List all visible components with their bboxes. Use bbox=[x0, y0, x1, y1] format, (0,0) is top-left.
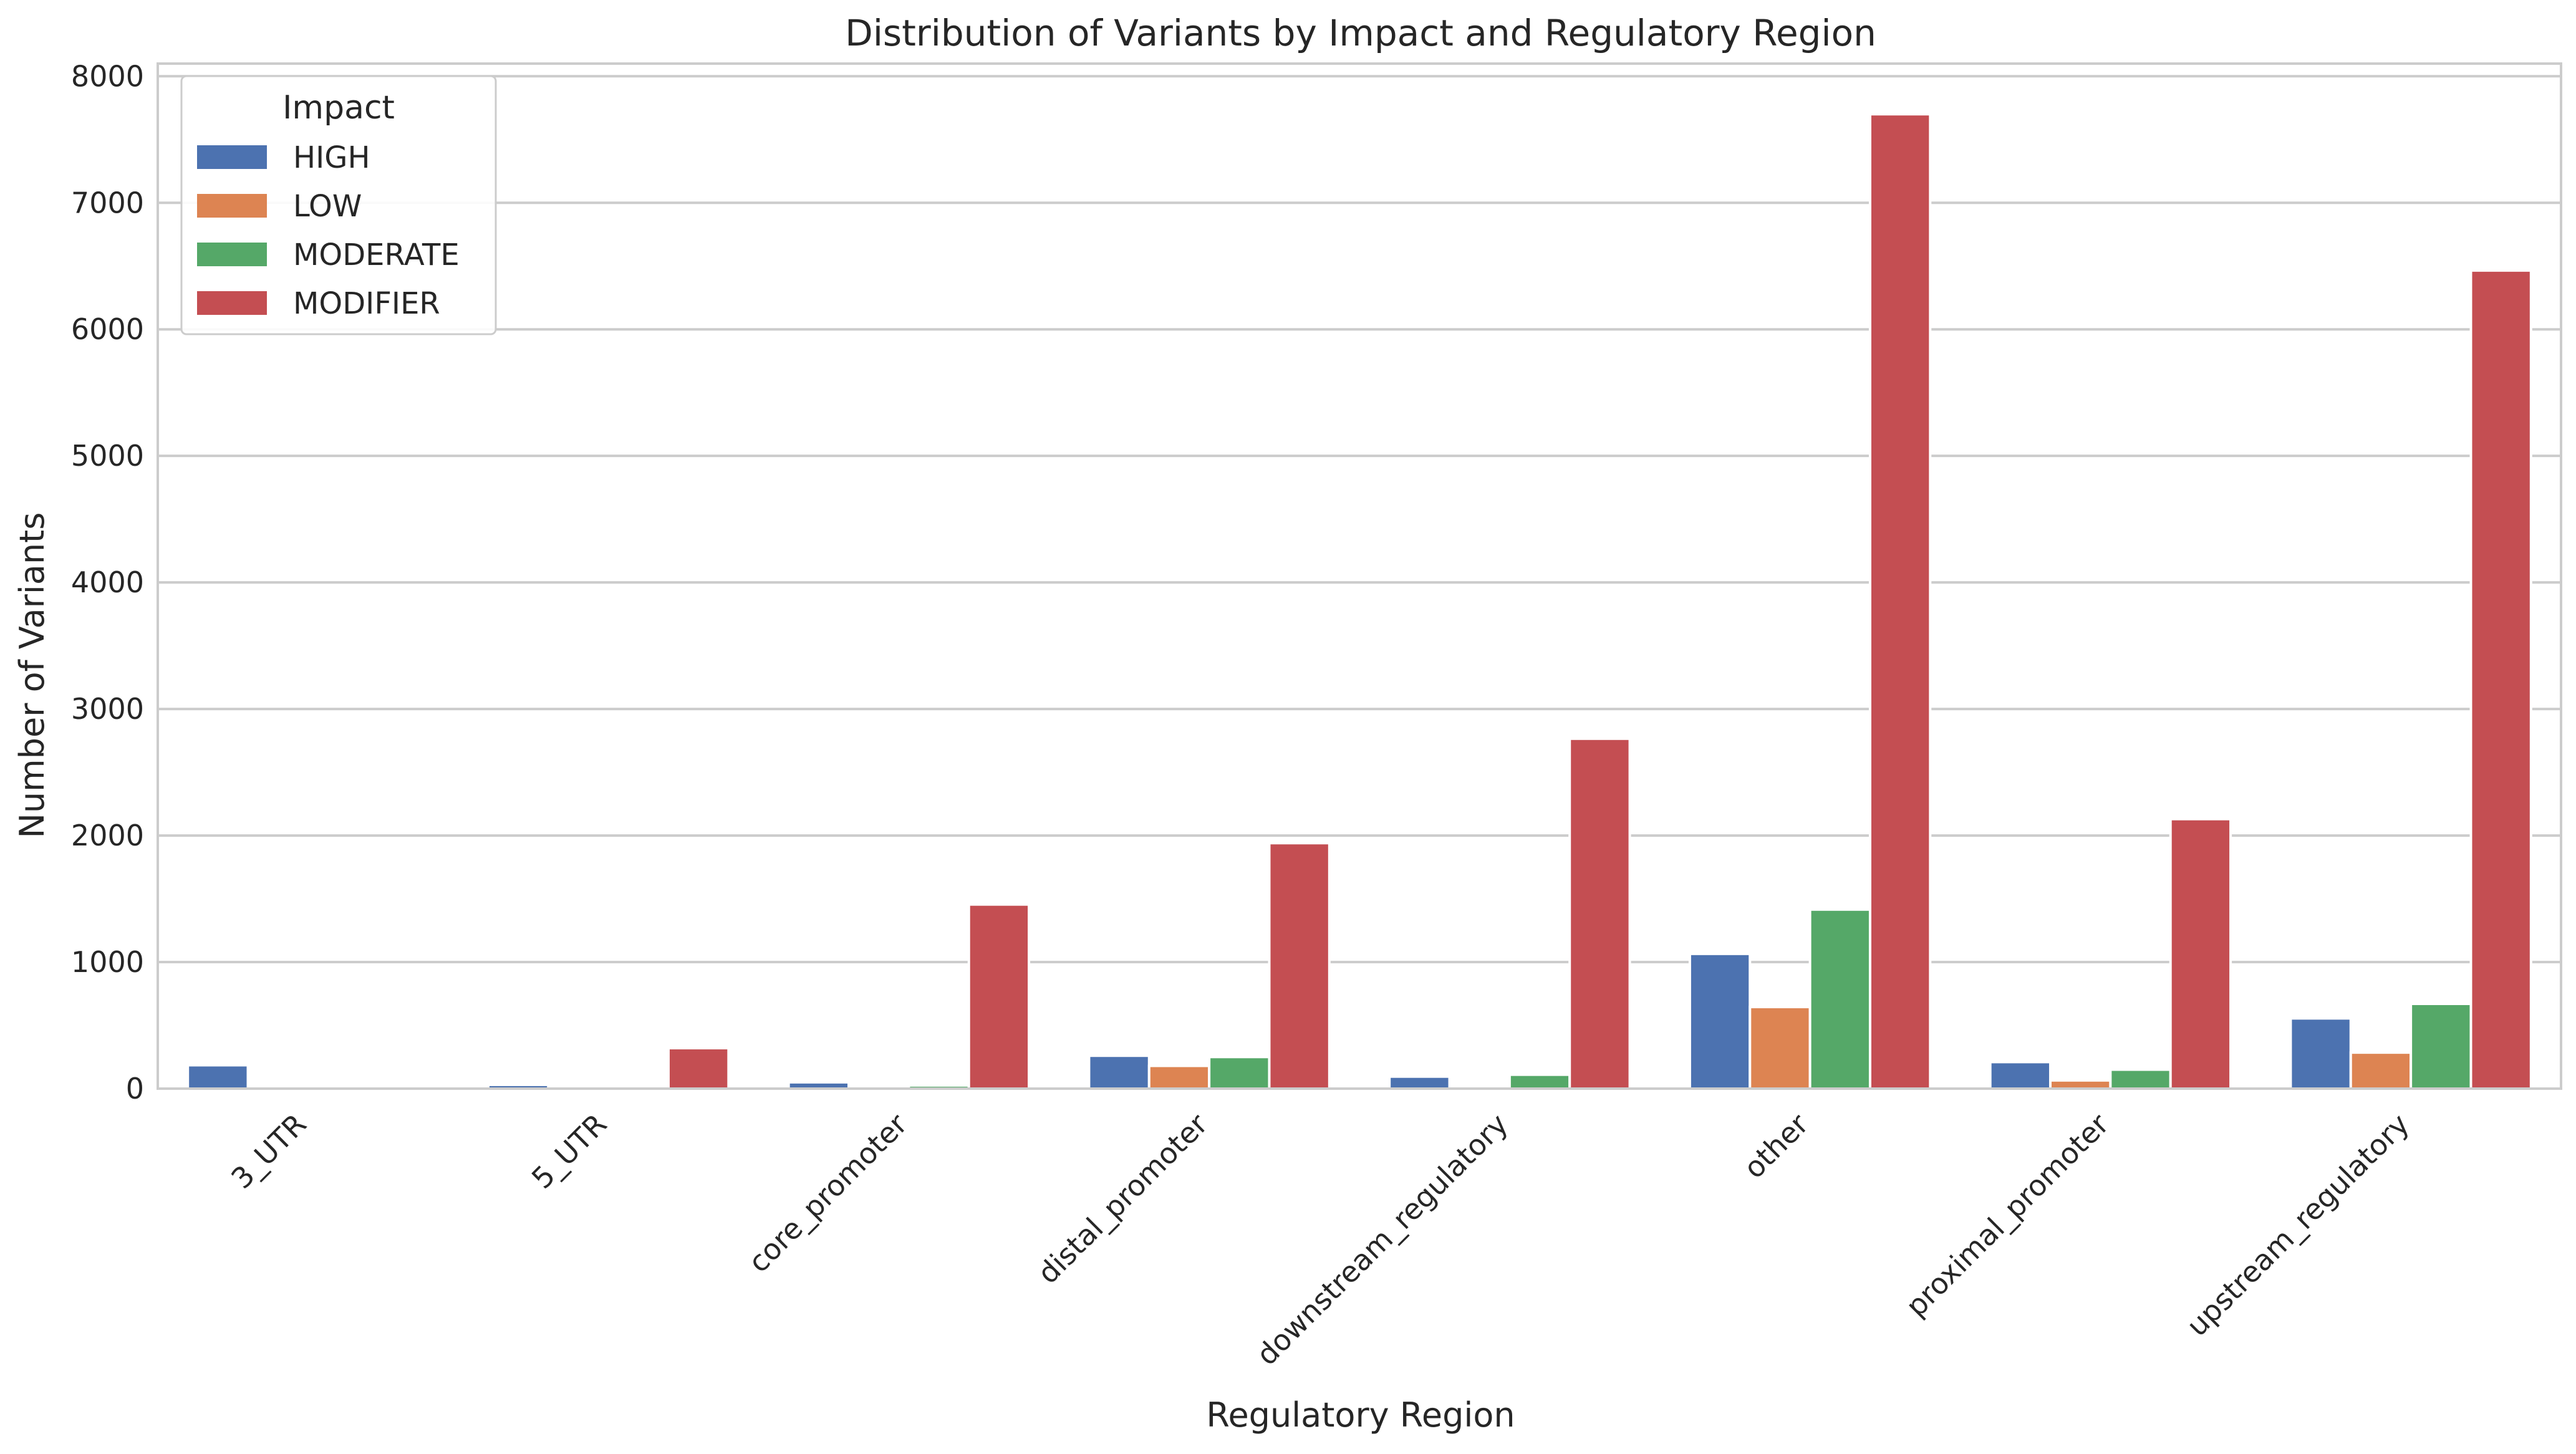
bar-high-3_UTR bbox=[186, 1064, 249, 1090]
y-tick-label: 8000 bbox=[71, 59, 144, 93]
bar-moderate-downstream_regulatory bbox=[1508, 1073, 1571, 1090]
bar-modifier-proximal_promoter bbox=[2169, 817, 2232, 1090]
x-axis-title: Regulatory Region bbox=[1206, 1395, 1515, 1435]
bar-moderate-proximal_promoter bbox=[2109, 1068, 2172, 1090]
y-axis-title: Number of Variants bbox=[12, 513, 52, 839]
bar-low-upstream_regulatory bbox=[2349, 1051, 2413, 1090]
bar-modifier-upstream_regulatory bbox=[2469, 269, 2532, 1090]
y-tick-label: 6000 bbox=[71, 312, 144, 346]
legend-label-moderate: MODERATE bbox=[293, 238, 460, 272]
bar-low-distal_promoter bbox=[1147, 1064, 1211, 1090]
y-tick-label: 2000 bbox=[71, 819, 144, 852]
y-tick-labels: 0 1000 2000 3000 4000 5000 6000 7000 8000 bbox=[71, 59, 144, 1105]
bar-modifier-5_UTR bbox=[667, 1047, 730, 1090]
bar-moderate-upstream_regulatory bbox=[2410, 1003, 2472, 1090]
bar-high-proximal_promoter bbox=[1989, 1061, 2052, 1090]
legend-swatch-modifier bbox=[197, 291, 267, 315]
bar-low-other bbox=[1749, 1006, 1811, 1090]
bar-high-other bbox=[1688, 952, 1752, 1090]
legend-items: HIGH LOW MODERATE MODIFIER bbox=[197, 140, 460, 321]
chart-title: Distribution of Variants by Impact and R… bbox=[845, 12, 1876, 54]
legend-label-modifier: MODIFIER bbox=[293, 286, 440, 321]
bar-modifier-other bbox=[1868, 113, 1932, 1090]
bar-high-distal_promoter bbox=[1088, 1054, 1151, 1090]
y-tick-label: 1000 bbox=[71, 945, 144, 979]
bar-moderate-distal_promoter bbox=[1208, 1056, 1271, 1090]
bar-modifier-downstream_regulatory bbox=[1568, 737, 1631, 1090]
bar-high-downstream_regulatory bbox=[1388, 1075, 1451, 1090]
bar-modifier-core_promoter bbox=[967, 903, 1031, 1090]
legend-label-low: LOW bbox=[293, 189, 362, 224]
legend-swatch-moderate bbox=[197, 243, 267, 266]
legend-label-high: HIGH bbox=[293, 140, 370, 175]
legend-swatch-high bbox=[197, 145, 267, 169]
bars bbox=[186, 113, 2532, 1090]
bar-moderate-other bbox=[1808, 908, 1871, 1090]
legend: Impact HIGH LOW MODERATE MODIFIER bbox=[180, 75, 497, 335]
y-tick-label: 7000 bbox=[71, 186, 144, 219]
legend-swatch-low bbox=[197, 194, 267, 218]
y-tick-label: 4000 bbox=[71, 566, 144, 599]
bar-modifier-distal_promoter bbox=[1268, 842, 1331, 1090]
y-tick-label: 0 bbox=[126, 1072, 144, 1105]
legend-title: Impact bbox=[282, 89, 395, 127]
y-tick-label: 5000 bbox=[71, 439, 144, 473]
legend-box bbox=[180, 75, 497, 335]
plot-frame bbox=[157, 62, 2562, 1090]
bar-high-upstream_regulatory bbox=[2289, 1017, 2352, 1090]
y-tick-label: 3000 bbox=[71, 692, 144, 726]
